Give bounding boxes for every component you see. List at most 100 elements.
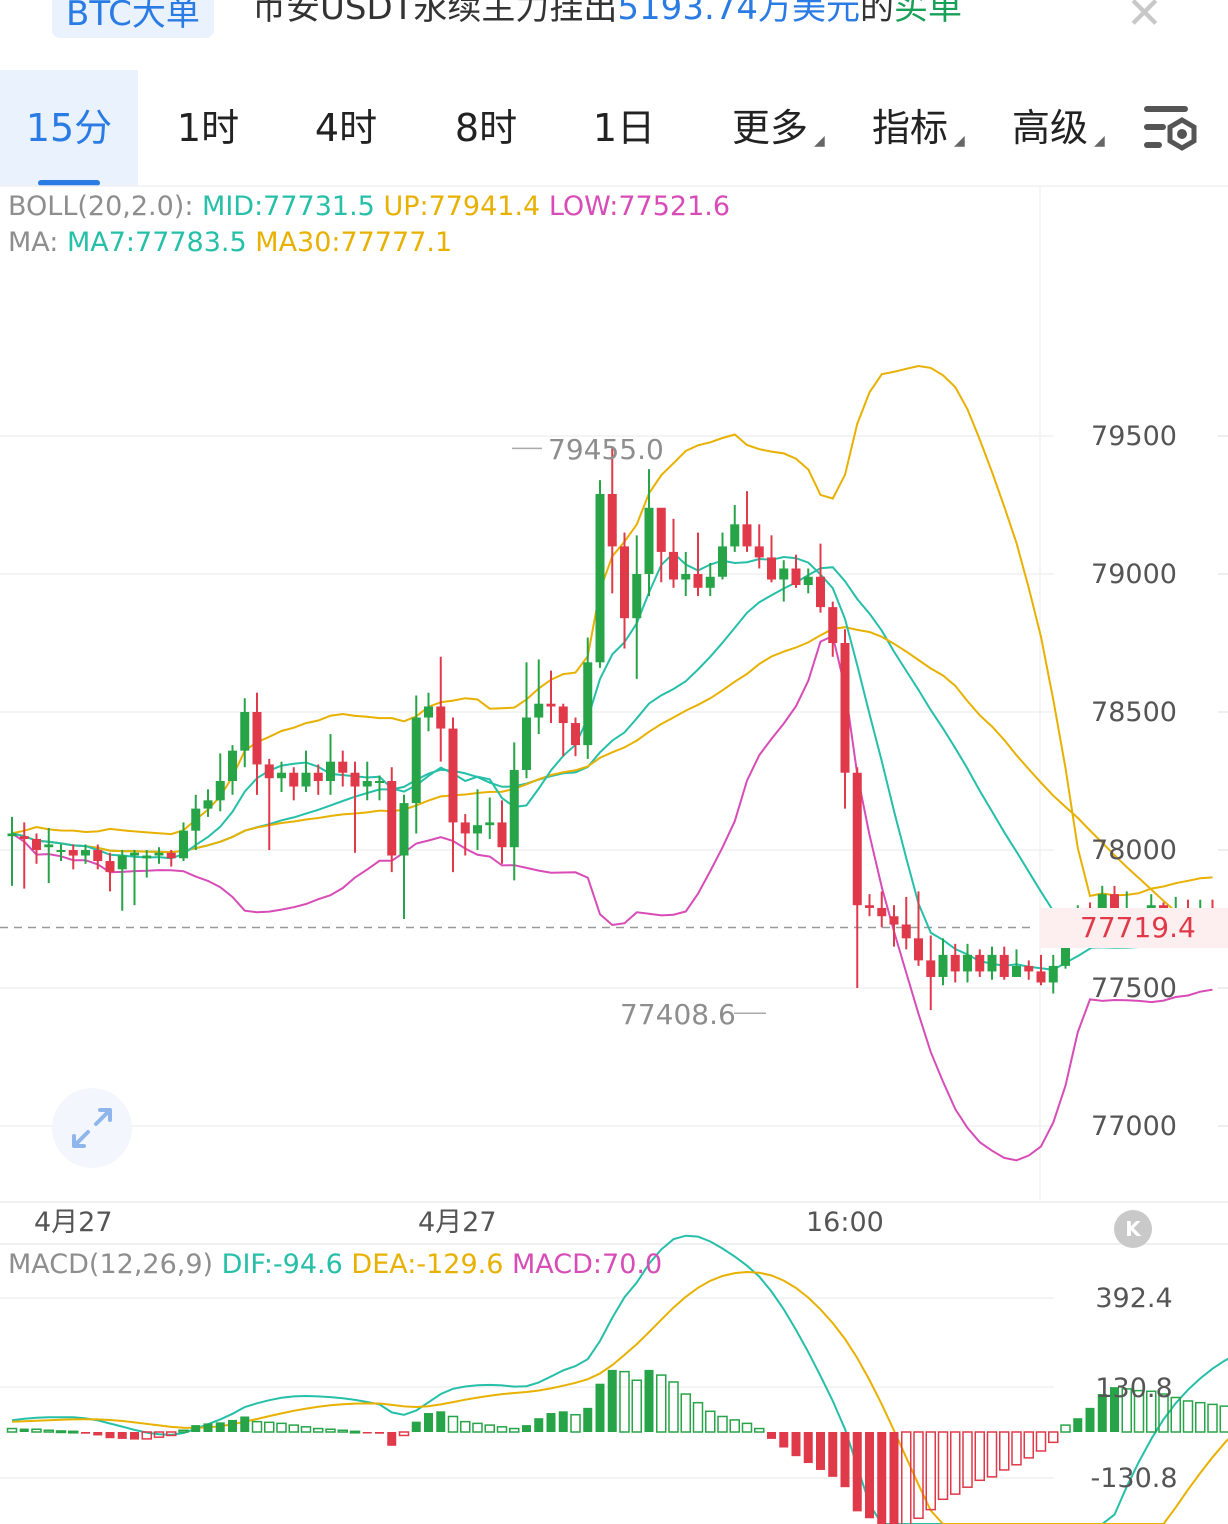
candle-body — [436, 706, 446, 729]
candle-body — [93, 850, 103, 862]
macd-bar — [191, 1425, 201, 1432]
tab-15m[interactable]: 15分 — [0, 70, 138, 186]
ma-legend: MA: MA7:77783.5 MA30:77777.1 — [8, 226, 452, 260]
candle-body — [546, 703, 556, 707]
banner-headline[interactable]: 币安USDT永续主力挂出5193.74万美元的买单 — [252, 0, 962, 38]
candle-body — [154, 852, 164, 856]
macd-bar — [1121, 1388, 1132, 1433]
candle-body — [7, 833, 17, 837]
macd-bar — [276, 1422, 287, 1433]
macd-bar — [803, 1432, 813, 1464]
macd-bar — [1073, 1418, 1083, 1432]
macd-bar — [31, 1428, 42, 1433]
candle-body — [1048, 965, 1058, 983]
macd-bar — [81, 1432, 90, 1434]
candle-body — [509, 769, 519, 848]
candle-body — [289, 772, 299, 787]
macd-bar — [387, 1432, 397, 1446]
candle-body — [142, 855, 152, 859]
candle-body — [914, 938, 923, 961]
boll-mid-line — [11, 566, 1213, 949]
macd-bar — [558, 1411, 568, 1432]
macd-bar — [496, 1426, 508, 1433]
boll-mid: MID:77731.5 — [202, 191, 375, 222]
macd-dif: DIF:-94.6 — [221, 1249, 343, 1280]
candle-body — [705, 576, 715, 588]
candle-body — [852, 772, 862, 906]
timeframe-tabs: 15分 1时 4时 8时 1日 更多 ◢ 指标 ◢ 高级 ◢ — [0, 70, 1228, 186]
candle-body — [448, 728, 458, 823]
banner-side: 买单 — [894, 0, 963, 28]
macd-bar — [68, 1430, 79, 1434]
tab-indicators[interactable]: 指标 ◢ — [852, 70, 968, 186]
candle-body — [889, 916, 899, 925]
macd-bar — [865, 1432, 874, 1519]
boll-name: BOLL(20,2.0): — [8, 191, 194, 222]
price-axis-label: 78500 — [1091, 697, 1177, 728]
candle-body — [840, 643, 850, 773]
macd-bar — [1110, 1387, 1119, 1432]
dropdown-triangle-icon: ◢ — [954, 133, 965, 149]
macd-bar — [411, 1421, 421, 1432]
macd-bar — [251, 1420, 263, 1433]
chart-settings-icon[interactable] — [1140, 100, 1200, 156]
tab-8h[interactable]: 8时 — [428, 70, 544, 186]
macd-bar — [178, 1429, 189, 1433]
macd-bar — [1023, 1431, 1034, 1459]
candle-body — [718, 546, 727, 577]
tab-1d[interactable]: 1日 — [566, 70, 682, 186]
candle-body — [681, 574, 691, 580]
expand-chart-button[interactable] — [52, 1088, 132, 1168]
price-axis-label: 77000 — [1091, 1111, 1177, 1142]
macd-bar — [741, 1422, 753, 1433]
macd-legend: MACD(12,26,9) DIF:-94.6 DEA:-129.6 MACD:… — [8, 1248, 662, 1282]
tab-label: 高级 — [1011, 106, 1088, 150]
candle-body — [387, 781, 397, 856]
tab-advanced[interactable]: 高级 ◢ — [992, 70, 1108, 186]
macd-bar — [300, 1426, 312, 1433]
tab-label: 8时 — [454, 106, 518, 150]
candle-body — [19, 836, 29, 839]
candle-body — [411, 717, 421, 804]
macd-bar — [264, 1421, 275, 1433]
candle-body — [203, 800, 213, 809]
boll-low: LOW:77521.6 — [548, 191, 731, 222]
banner-amount: 5193.74万美元 — [617, 0, 861, 28]
candle-body — [571, 723, 580, 746]
candle-body — [105, 861, 115, 873]
news-banner[interactable]: BTC大单 币安USDT永续主力挂出5193.74万美元的买单 ✕ — [0, 0, 1228, 44]
macd-bar — [1060, 1424, 1071, 1433]
macd-bar — [705, 1410, 716, 1433]
close-icon[interactable]: ✕ — [1126, 0, 1163, 39]
candle-body — [117, 855, 127, 870]
macd-bar — [962, 1431, 973, 1488]
macd-bar — [484, 1424, 495, 1433]
macd-bar — [509, 1427, 520, 1433]
ma30-value: MA30:77777.1 — [255, 227, 453, 258]
ma30-line — [11, 626, 1213, 937]
candle-body — [338, 761, 348, 773]
scroll-to-latest-button[interactable]: K — [1114, 1210, 1152, 1248]
tab-1h[interactable]: 1时 — [150, 70, 266, 186]
macd-bar — [1207, 1403, 1218, 1433]
candle-body — [877, 907, 887, 917]
macd-bar — [950, 1431, 961, 1495]
tab-more[interactable]: 更多 ◢ — [712, 70, 828, 186]
candle-body — [264, 764, 274, 779]
macd-bar — [424, 1413, 433, 1432]
macd-bar — [595, 1383, 605, 1432]
macd-bar — [644, 1369, 654, 1432]
macd-bar — [791, 1432, 801, 1457]
tab-label: 更多 — [731, 106, 808, 150]
tab-label: 4时 — [314, 106, 378, 150]
tab-label: 指标 — [871, 106, 948, 150]
macd-axis-label: -130.8 — [1090, 1463, 1178, 1494]
macd-bar — [974, 1431, 985, 1482]
candle-body — [350, 772, 360, 787]
macd-bar — [19, 1428, 29, 1432]
macd-bar — [240, 1416, 250, 1432]
tab-4h[interactable]: 4时 — [288, 70, 404, 186]
macd-value: MACD:70.0 — [511, 1249, 663, 1280]
macd-bar — [141, 1431, 152, 1440]
